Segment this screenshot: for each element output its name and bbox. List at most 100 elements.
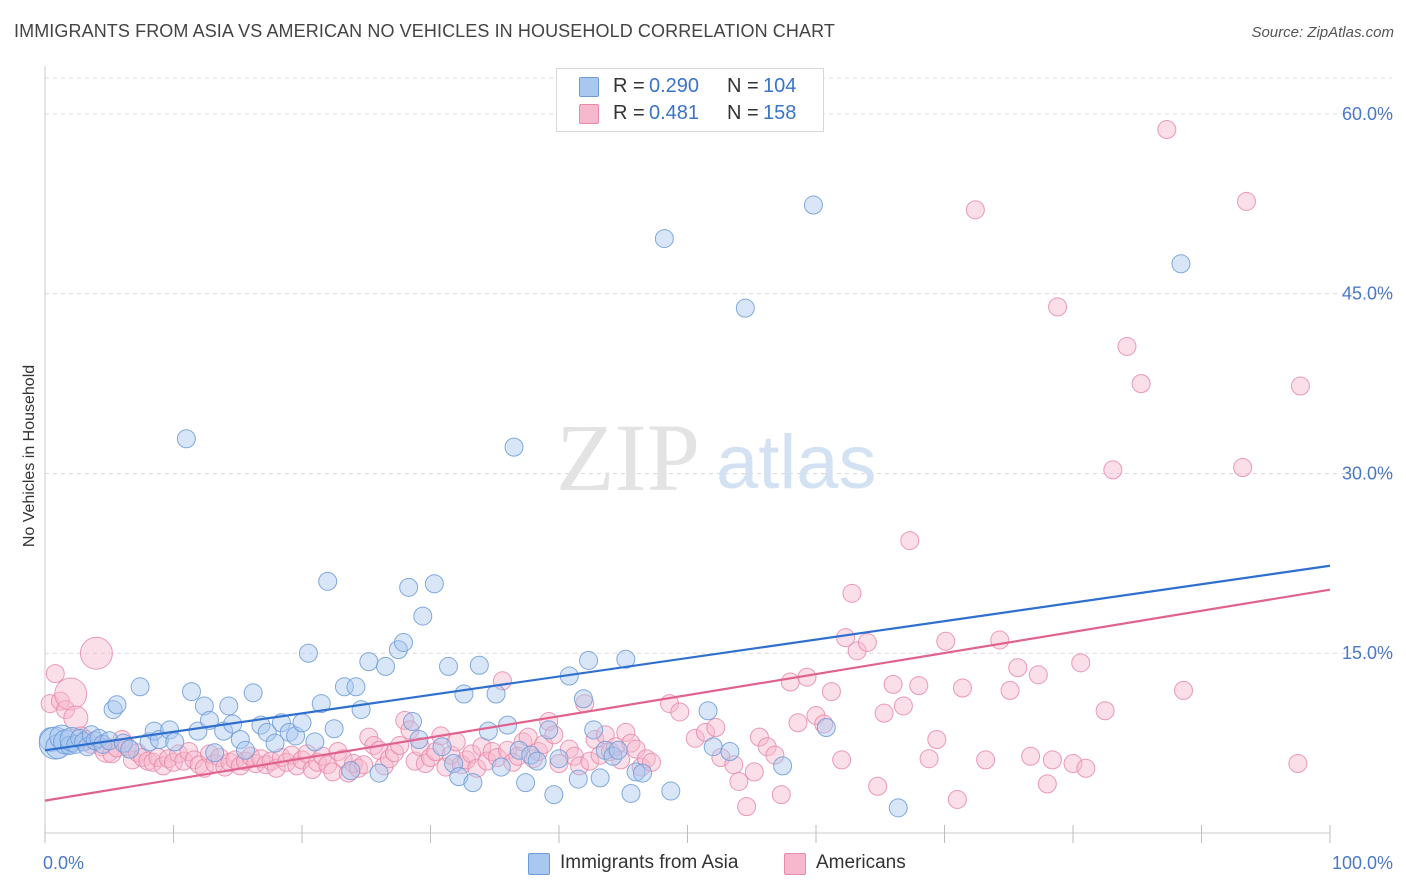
point-americans [909, 676, 929, 696]
point-americans [670, 702, 690, 722]
point-immigrants-from-asia [698, 701, 718, 721]
legend-swatch-pink [579, 104, 599, 124]
point-americans [737, 797, 757, 817]
point-immigrants-from-asia [491, 757, 511, 777]
point-americans [462, 744, 482, 764]
point-immigrants-from-asia [568, 769, 588, 789]
point-americans [1021, 746, 1041, 766]
point-immigrants-from-asia [573, 689, 593, 709]
point-immigrants-from-asia [1171, 254, 1191, 274]
chart-title: IMMIGRANTS FROM ASIA VS AMERICAN NO VEHI… [14, 21, 835, 41]
point-immigrants-from-asia [463, 773, 483, 793]
y-tick-label: 30.0% [1342, 463, 1393, 483]
point-immigrants-from-asia [661, 781, 681, 801]
point-americans [349, 758, 369, 778]
point-americans [788, 713, 808, 733]
point-americans [534, 734, 554, 754]
point-immigrants-from-asia [527, 751, 547, 771]
legend-r-label: R = [613, 75, 645, 97]
point-immigrants-from-asia [235, 740, 255, 760]
point-americans [832, 750, 852, 770]
point-americans [390, 736, 410, 756]
point-americans [900, 531, 920, 551]
point-immigrants-from-asia [334, 677, 354, 697]
point-immigrants-from-asia [311, 694, 331, 714]
point-americans [1290, 376, 1310, 396]
point-americans [1063, 753, 1083, 773]
point-americans [1037, 774, 1057, 794]
point-americans [990, 630, 1010, 650]
point-americans [636, 749, 656, 769]
point-americans [580, 751, 600, 771]
point-immigrants-from-asia [160, 720, 180, 740]
point-immigrants-from-asia [616, 649, 636, 669]
data-points [38, 120, 1310, 818]
point-immigrants-from-asia [399, 577, 419, 597]
y-tick-label: 60.0% [1342, 104, 1393, 124]
point-immigrants-from-asia [292, 713, 312, 733]
point-immigrants-from-asia [305, 732, 325, 752]
point-americans [503, 752, 523, 772]
legend: R = 0.290 N = 104 R = 0.481 N = 158 [556, 68, 824, 132]
point-americans [1174, 680, 1194, 700]
point-americans [1028, 665, 1048, 685]
point-immigrants-from-asia [70, 728, 90, 748]
point-immigrants-from-asia [603, 746, 623, 766]
point-americans [814, 714, 834, 734]
point-americans [1000, 680, 1020, 700]
point-americans [549, 753, 569, 773]
point-immigrants-from-asia [181, 682, 201, 702]
point-immigrants-from-asia [176, 429, 196, 449]
point-americans [847, 641, 867, 661]
point-americans [749, 727, 769, 747]
point-americans [868, 776, 888, 796]
point-immigrants-from-asia [626, 762, 646, 782]
source-label: Source: ZipAtlas.com [1251, 24, 1394, 41]
point-americans [883, 674, 903, 694]
y-tick-labels: 15.0% 30.0% 45.0% 60.0% [1342, 104, 1393, 663]
bottom-legend-swatch-pink [784, 853, 806, 875]
y-tick-label: 15.0% [1342, 643, 1393, 663]
watermark-atlas: atlas [716, 420, 877, 505]
legend-n-value: 104 [763, 75, 797, 97]
axes [44, 66, 1331, 843]
point-immigrants-from-asia [478, 721, 498, 741]
point-americans [45, 664, 65, 684]
point-immigrants-from-asia [773, 756, 793, 776]
point-americans [952, 678, 972, 698]
x-tick-label: 0.0% [43, 853, 84, 873]
point-immigrants-from-asia [888, 798, 908, 818]
point-immigrants-from-asia [243, 683, 263, 703]
trend-line-immigrants-from-asia [44, 564, 1331, 752]
legend-r-value: 0.481 [649, 102, 700, 124]
point-immigrants-from-asia [469, 655, 489, 675]
trend-line-americans [44, 588, 1331, 802]
point-americans [1103, 460, 1123, 480]
legend-n-label: N = [727, 102, 759, 124]
point-americans [54, 677, 88, 711]
point-immigrants-from-asia [107, 695, 127, 715]
point-immigrants-from-asia [633, 763, 653, 783]
point-americans [498, 740, 518, 760]
point-americans [564, 746, 584, 766]
point-immigrants-from-asia [394, 632, 414, 652]
point-americans [395, 710, 415, 730]
point-americans [936, 631, 956, 651]
point-immigrants-from-asia [341, 761, 361, 781]
point-americans [482, 742, 502, 762]
point-immigrants-from-asia [703, 737, 723, 757]
point-americans [1071, 653, 1091, 673]
point-americans [1236, 191, 1256, 211]
point-immigrants-from-asia [265, 733, 285, 753]
point-americans [1233, 457, 1253, 477]
point-americans [976, 750, 996, 770]
point-americans [616, 722, 636, 742]
point-immigrants-from-asia [449, 767, 469, 787]
point-americans [919, 749, 939, 769]
point-americans [487, 748, 507, 767]
point-immigrants-from-asia [359, 652, 379, 672]
point-immigrants-from-asia [654, 229, 674, 249]
point-immigrants-from-asia [544, 785, 564, 805]
point-americans [1095, 701, 1115, 721]
